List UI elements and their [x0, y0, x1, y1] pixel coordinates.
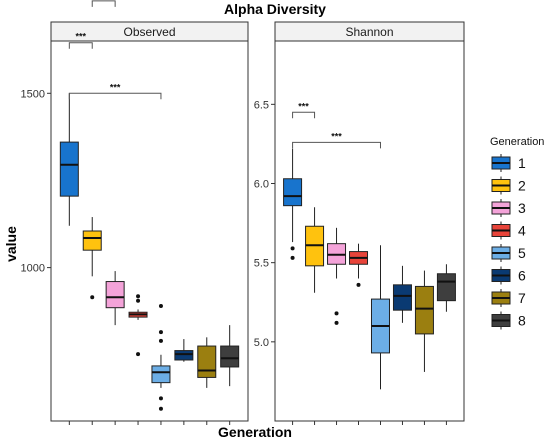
significance-label: *** — [76, 32, 87, 42]
significance-bracket: *** — [292, 131, 381, 149]
y-tick-label: 1000 — [21, 263, 45, 275]
outlier-point — [158, 396, 163, 401]
bracket-line — [292, 111, 316, 119]
box-iqr — [414, 285, 434, 335]
box-iqr — [283, 178, 303, 207]
facet-label: Shannon — [345, 25, 393, 39]
box-generation-5 — [370, 245, 390, 390]
box-iqr — [59, 141, 79, 197]
outlier-point — [158, 303, 163, 308]
box-generation-3 — [327, 227, 347, 325]
outlier-point — [136, 298, 141, 303]
legend-label: 4 — [518, 223, 526, 239]
outlier-point — [90, 295, 95, 300]
outlier-point — [290, 246, 295, 251]
box-generation-1 — [59, 93, 79, 226]
legend-entry-3: 3 — [491, 199, 526, 217]
box-generation-5 — [151, 303, 171, 411]
legend-entry-8: 8 — [491, 311, 526, 330]
bracket-line — [292, 141, 381, 149]
significance-bracket: *** — [68, 82, 162, 100]
panel-shannon: Shannon 5.0 5.5 6.0 6.5 *** *** — [254, 21, 465, 425]
box-iqr — [105, 281, 125, 309]
legend-entry-2: 2 — [491, 176, 526, 195]
significance-label: *** — [298, 101, 309, 111]
legend-label: 3 — [518, 200, 526, 216]
chart-title: Alpha Diversity — [224, 1, 326, 17]
significance-label: *** — [331, 131, 342, 141]
legend-entry-4: 4 — [491, 221, 526, 240]
y-axis-label: value — [3, 226, 19, 262]
y-tick-label: 6.0 — [254, 179, 269, 191]
facet-panels: Observed 1000 1500 *** *** *** Shannon 5.0 5.5 6.… — [21, 0, 465, 425]
box-iqr — [151, 365, 171, 384]
box-generation-6 — [174, 339, 194, 362]
bracket-line — [91, 0, 116, 7]
box-iqr — [197, 345, 217, 378]
legend-label: 2 — [518, 178, 526, 194]
legend-title: Generation — [490, 136, 544, 148]
significance-bracket: *** — [68, 32, 93, 49]
box-generation-6 — [392, 265, 412, 323]
panel-frame — [50, 40, 249, 422]
significance-label: *** — [110, 82, 121, 92]
outlier-point — [356, 282, 361, 287]
legend-label: 6 — [518, 268, 526, 284]
legend-label: 7 — [518, 290, 526, 306]
outlier-point — [158, 406, 163, 411]
legend-entry-5: 5 — [491, 244, 526, 262]
y-tick-label: 6.5 — [254, 99, 269, 111]
significance-bracket: *** — [91, 0, 116, 7]
legend-entry-7: 7 — [491, 289, 526, 307]
outlier-point — [158, 330, 163, 335]
legend-entry-1: 1 — [491, 154, 526, 172]
outlier-point — [136, 352, 141, 357]
outlier-point — [158, 338, 163, 343]
box-generation-2 — [305, 207, 325, 293]
box-generation-8 — [436, 264, 456, 312]
x-axis-label: Generation — [218, 424, 292, 440]
box-generation-7 — [197, 337, 217, 388]
outlier-point — [334, 311, 339, 316]
bracket-line — [68, 92, 162, 100]
box-generation-8 — [220, 325, 240, 387]
legend-entry-6: 6 — [491, 266, 526, 285]
legend-label: 5 — [518, 245, 526, 261]
box-iqr — [82, 230, 102, 251]
outlier-point — [334, 320, 339, 325]
bracket-line — [68, 42, 93, 49]
y-tick-label: 1500 — [21, 88, 45, 100]
box-generation-1 — [283, 148, 303, 260]
box-iqr — [220, 345, 240, 368]
significance-bracket: *** — [292, 101, 316, 119]
box-iqr — [436, 273, 456, 302]
panel-frame — [274, 40, 465, 422]
y-tick-label: 5.0 — [254, 337, 269, 349]
box-generation-4 — [128, 294, 148, 357]
outlier-point — [290, 255, 295, 260]
legend: Generation 1 2 3 4 5 6 7 8 — [490, 136, 544, 330]
box-generation-3 — [105, 271, 125, 326]
box-iqr — [174, 350, 194, 361]
outlier-point — [136, 294, 141, 299]
box-generation-4 — [349, 243, 369, 287]
box-generation-2 — [82, 217, 102, 300]
box-generation-7 — [414, 270, 434, 372]
legend-label: 8 — [518, 313, 526, 329]
y-tick-label: 5.5 — [254, 258, 269, 270]
box-iqr — [392, 284, 412, 311]
facet-label: Observed — [123, 25, 175, 39]
panel-observed: Observed 1000 1500 *** *** *** — [21, 0, 249, 425]
legend-label: 1 — [518, 155, 526, 171]
